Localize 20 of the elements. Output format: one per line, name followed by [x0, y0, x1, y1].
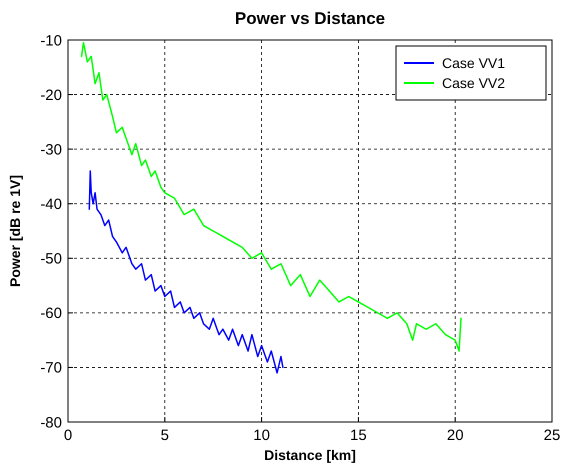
y-tick-label: -30: [40, 141, 62, 158]
y-tick-label: -50: [40, 250, 62, 268]
x-tick-label: 20: [446, 427, 464, 444]
legend-label: Case VV2: [442, 74, 506, 91]
y-tick-label: -20: [40, 86, 62, 104]
y-tick-label: -70: [40, 360, 62, 377]
x-tick-label: 5: [160, 427, 169, 444]
y-tick-label: -60: [40, 305, 62, 322]
legend-label: Case VV1: [442, 54, 506, 71]
x-tick-label: 10: [253, 427, 270, 444]
x-axis-title: Distance [km]: [264, 447, 356, 463]
chart-title: Power vs Distance: [234, 9, 386, 28]
y-tick-label: -80: [40, 414, 62, 432]
line-series: [88, 170, 284, 374]
y-tick-label: -10: [40, 32, 62, 50]
x-tick-label: 25: [544, 427, 560, 444]
y-axis-title: Power [dB re 1V]: [7, 174, 23, 288]
x-tick-label: 15: [350, 427, 367, 444]
x-tick-label: 0: [64, 427, 72, 444]
y-tick-label: -40: [40, 196, 62, 213]
